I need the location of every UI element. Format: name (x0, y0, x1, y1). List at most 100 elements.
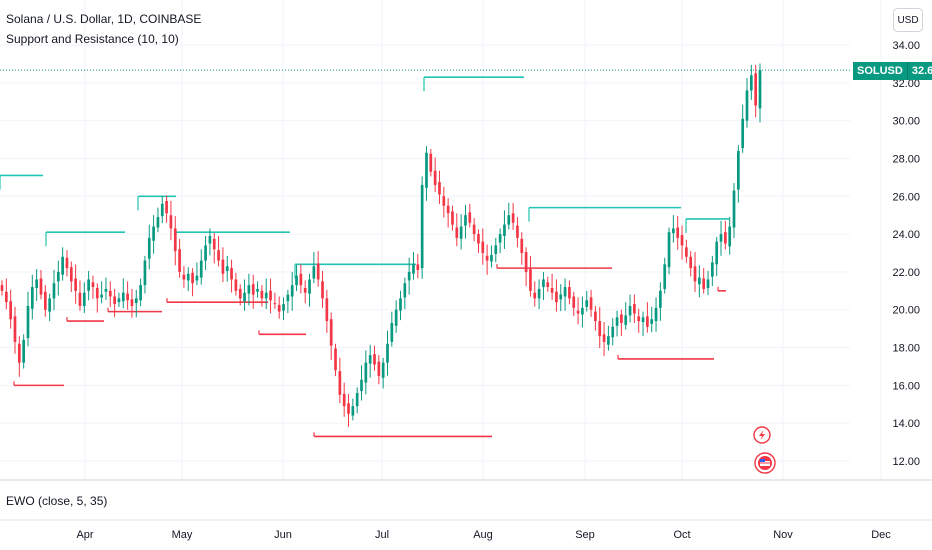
candle-body (667, 232, 671, 268)
candle-body (299, 273, 303, 286)
time-tick-label: Aug (473, 529, 493, 541)
flash-icon[interactable] (753, 426, 771, 444)
candle-body (264, 292, 268, 299)
price-tick-label: 16.00 (892, 380, 920, 392)
candle-body (303, 287, 307, 293)
candle-body (104, 288, 108, 292)
candle-body (334, 348, 337, 371)
candle-body (533, 292, 537, 299)
candle-body (542, 279, 545, 288)
time-tick-label: Jun (274, 529, 292, 541)
candle-body (490, 254, 493, 262)
candle-body (121, 292, 125, 302)
indicator-title[interactable]: Support and Resistance (10, 10) (6, 32, 179, 46)
candle-body (35, 279, 38, 288)
candle-body (225, 266, 229, 271)
candle-body (581, 307, 584, 315)
flag-badge-icon[interactable] (754, 452, 776, 474)
time-tick-label: Nov (773, 529, 793, 541)
candle-body (498, 234, 502, 243)
candle-body (69, 267, 73, 282)
candle-body (433, 170, 437, 185)
candle-body (199, 260, 203, 278)
candle-body (78, 292, 82, 306)
candle-body (91, 282, 95, 288)
candle-body (26, 305, 30, 339)
candle-body (221, 259, 225, 274)
candle-body (13, 316, 17, 342)
candle-body (715, 241, 719, 265)
candle-body (520, 238, 524, 253)
candle-body (143, 260, 147, 286)
candle-body (52, 283, 56, 299)
candle-body (589, 297, 593, 310)
candle-body (316, 263, 320, 280)
candle-body (277, 305, 281, 312)
candle-body (438, 182, 441, 195)
candle-body (130, 299, 134, 306)
candle-body (663, 264, 667, 289)
candle-body (347, 403, 350, 414)
candle-body (182, 274, 186, 280)
candle-body (381, 362, 385, 378)
time-tick-label: Jul (375, 529, 389, 541)
candle-body (390, 322, 394, 342)
candle-body (706, 279, 710, 288)
candle-body (165, 201, 168, 214)
candle-body (243, 292, 246, 302)
price-tick-label: 14.00 (892, 418, 920, 430)
candle-body (732, 190, 736, 228)
candle-body (377, 361, 381, 376)
candle-body (117, 298, 121, 303)
candle-body (17, 343, 21, 363)
symbol-title[interactable]: Solana / U.S. Dollar, 1D, COINBASE (6, 12, 202, 26)
candle-body (186, 273, 190, 281)
candle-body (646, 316, 649, 327)
candle-body (364, 362, 368, 383)
candle-body (446, 205, 450, 214)
candle-body (511, 213, 515, 223)
candle-body (399, 298, 402, 311)
candle-body (719, 234, 723, 242)
candle-body (4, 291, 8, 303)
candle-body (728, 226, 732, 247)
support-resistance-lines (0, 76, 729, 438)
candle-body (56, 271, 60, 282)
candle-body (559, 294, 563, 300)
candle-body (230, 268, 233, 280)
candle-body (100, 294, 103, 298)
candle-body (503, 224, 506, 236)
candle-body (529, 269, 532, 291)
candle-body (516, 225, 519, 238)
candle-body (212, 238, 216, 250)
candle-body (524, 252, 528, 272)
candle-body (295, 275, 298, 286)
candle-body (82, 292, 86, 306)
ewo-indicator-title[interactable]: EWO (close, 5, 35) (6, 494, 108, 508)
price-tick-label: 24.00 (892, 229, 920, 241)
time-axis[interactable]: Apr May Jun Jul Aug Sep Oct Nov Dec (76, 529, 891, 541)
candle-body (22, 339, 25, 363)
candle-body (234, 279, 238, 291)
candle-body (156, 217, 160, 228)
candle-body (555, 291, 558, 303)
candle-body (269, 290, 272, 301)
candle-body (693, 266, 697, 282)
candle-body (633, 304, 636, 314)
candle-body (758, 70, 762, 109)
candle-body (321, 281, 324, 299)
grid-lines (0, 0, 882, 480)
candle-body (455, 227, 459, 238)
time-tick-label: Oct (673, 529, 690, 541)
candle-body (273, 303, 277, 305)
candle-body (563, 287, 567, 297)
candle-body (602, 334, 606, 342)
currency-button[interactable]: USD (893, 8, 923, 32)
price-axis[interactable]: 12.00 14.00 16.00 18.00 20.00 22.00 24.00 26.00… (892, 40, 920, 468)
candle-body (65, 257, 69, 269)
candle-body (195, 275, 199, 281)
candle-body (702, 278, 706, 289)
candle-body (724, 232, 727, 244)
price-tag-symbol: SOLUSD (853, 62, 908, 80)
